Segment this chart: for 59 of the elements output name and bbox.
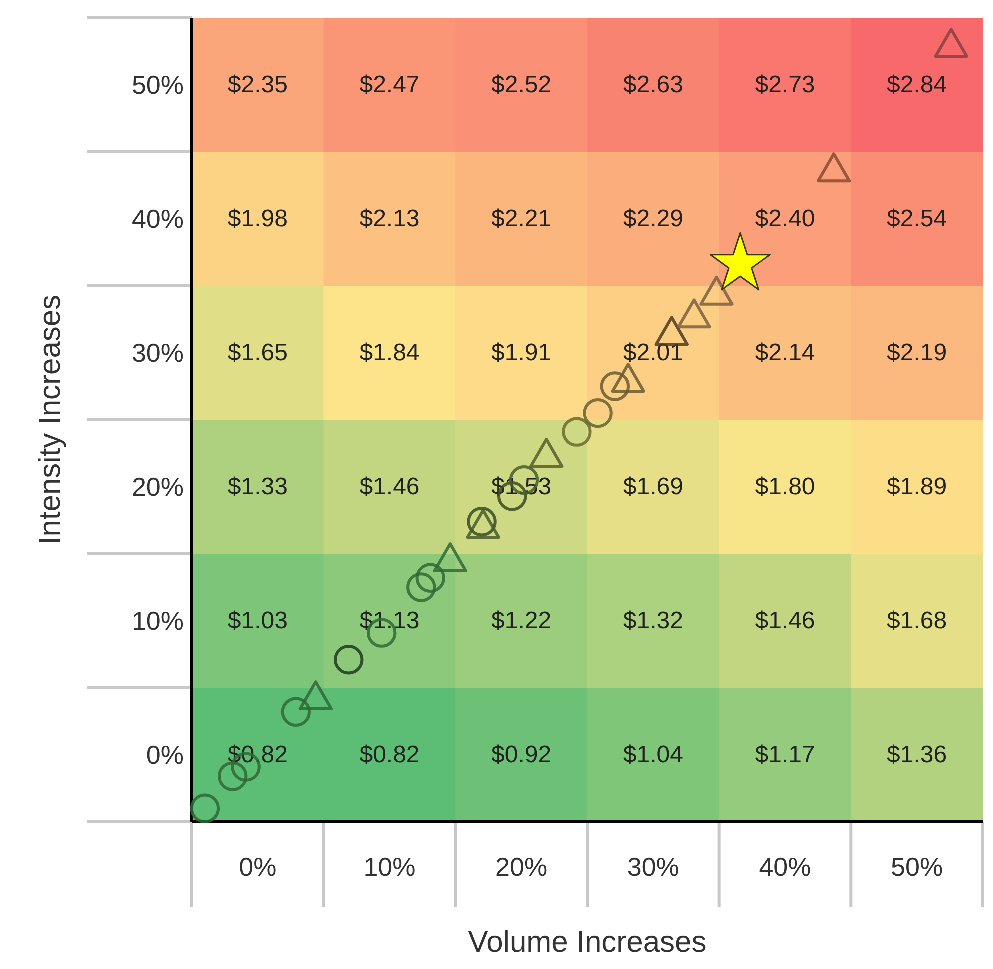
data-label: $2.01 — [623, 340, 684, 366]
data-label: $1.80 — [755, 474, 816, 500]
x-tick-label: 30% — [627, 852, 680, 882]
y-tick-label: 20% — [132, 472, 184, 502]
data-label: $1.84 — [360, 340, 420, 366]
data-label: $1.13 — [360, 608, 420, 634]
data-label: $0.82 — [228, 742, 288, 768]
y-tick-label: 40% — [132, 204, 184, 234]
data-label: $1.32 — [623, 608, 684, 634]
data-label: $2.40 — [755, 206, 816, 232]
point — [583, 398, 613, 428]
data-label: $1.46 — [360, 474, 420, 500]
data-label: $2.54 — [887, 206, 948, 232]
data-label: $1.36 — [887, 742, 948, 768]
data-label: $1.69 — [623, 474, 684, 500]
point — [334, 645, 364, 675]
data-label: $2.35 — [228, 72, 288, 98]
data-label: $1.22 — [492, 608, 552, 634]
point — [816, 152, 852, 183]
data-label: $1.68 — [887, 608, 948, 634]
data-label: $2.21 — [492, 206, 552, 232]
data-label: $0.92 — [492, 742, 552, 768]
point — [934, 28, 968, 58]
data-label: $1.03 — [228, 608, 288, 634]
x-tick-label: 40% — [759, 852, 812, 882]
x-tick-label: 50% — [891, 852, 944, 882]
y-tick-label: 30% — [132, 338, 184, 368]
data-label: $0.82 — [360, 742, 420, 768]
x-tick-label: 20% — [496, 852, 548, 882]
data-label: $2.52 — [492, 72, 552, 98]
point — [281, 697, 311, 727]
data-label: $1.89 — [887, 474, 948, 500]
data-label: $1.65 — [228, 340, 288, 366]
point — [710, 232, 771, 291]
data-label: $2.29 — [623, 206, 684, 232]
data-label: $2.14 — [755, 340, 816, 366]
data-label: $2.19 — [887, 340, 948, 366]
data-label: $1.17 — [755, 742, 816, 768]
data-label: $1.98 — [228, 206, 288, 232]
point — [190, 794, 220, 824]
point — [562, 417, 592, 447]
x-tick-label: 10% — [364, 852, 416, 882]
data-label: $2.73 — [755, 72, 816, 98]
point — [406, 572, 436, 602]
x-tick-label: 0% — [239, 852, 277, 882]
data-label: $2.63 — [623, 72, 684, 98]
x-axis-title: Volume Increases — [468, 926, 707, 959]
y-tick-label: 0% — [146, 740, 184, 770]
data-label: $1.04 — [623, 742, 684, 768]
data-label: $1.91 — [492, 340, 552, 366]
data-label: $2.47 — [360, 72, 420, 98]
data-label: $2.13 — [360, 206, 420, 232]
data-label: $1.46 — [755, 608, 816, 634]
point — [416, 563, 446, 593]
y-tick-label: 50% — [132, 70, 184, 100]
data-label: $1.33 — [228, 474, 288, 500]
data-label: $2.84 — [887, 72, 948, 98]
y-axis-title: Intensity Increases — [34, 294, 67, 546]
y-tick-label: 10% — [132, 606, 184, 636]
